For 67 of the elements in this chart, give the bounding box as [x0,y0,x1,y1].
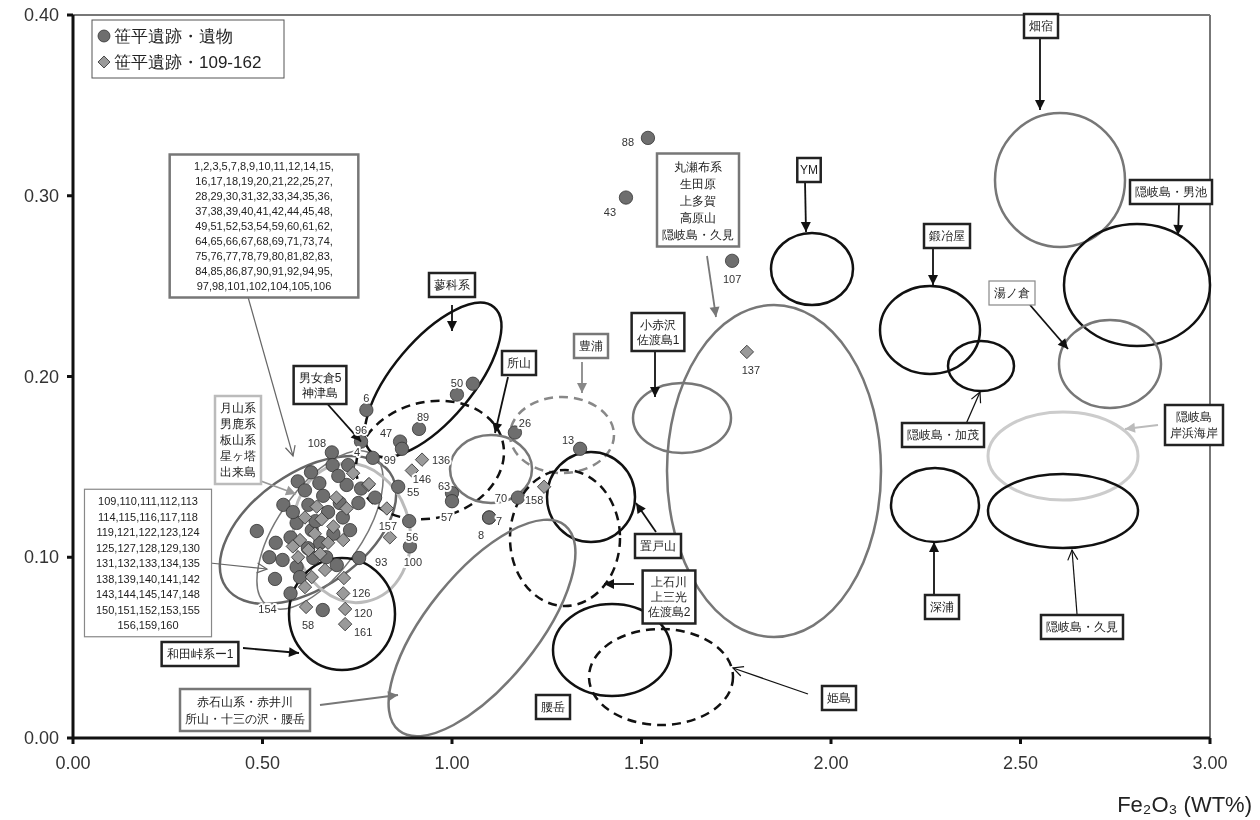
annotation: 161 [353,626,373,639]
annotation: 隠岐島・久見 [1046,620,1118,635]
annotation: 隠岐島岸浜海岸 [1170,410,1218,441]
x-tick-label: 2.00 [813,753,849,773]
y-tick-label: 0.30 [23,185,59,206]
annotation: 小赤沢佐渡島1 [636,317,680,347]
annotation: 57 [440,511,454,524]
annotation: 深浦 [930,600,954,615]
legend-label: 笹平遺跡・遺物 [114,27,233,46]
annotation: 107 [722,272,742,285]
x-tick-label: 3.00 [1192,753,1228,773]
annotation: 137 [741,363,761,376]
annotation: 136 [431,453,451,466]
annotation: 50 [450,376,464,389]
annotation: 88 [621,135,635,148]
annotation: 8 [478,529,485,542]
annotation: 隠岐島・加茂 [907,428,979,443]
annotation: 豊浦 [579,339,603,354]
annotation: 鍛冶屋 [929,229,965,244]
annotation: 月山系男鹿系板山系星ヶ塔出来島 [219,401,256,480]
annotation: 120 [353,606,373,619]
annotation: 55 [407,485,420,498]
annotation: 蓼科系 [434,278,470,293]
legend-label: 笹平遺跡・109-162 [114,53,262,72]
annotation: 100 [403,556,423,569]
y-tick-label: 0.40 [23,5,59,25]
annotation: 置戸山 [640,539,676,554]
annotation: 93 [375,555,388,568]
annotation: 丸瀬布系生田原上多賀高原山隠岐島・久見 [662,159,734,242]
annotation: YM [800,163,818,178]
annotation: 湯ノ倉 [994,286,1030,301]
text: 109,110,111,112,113 114,115,116,117,118 119,121,122,123,124 125,127,128,129,130 131,132,133,134,135 138,139,140,141,142 143,144,145,147,148 150,151,152,153,155 156,159,160 [96,495,200,632]
annotation: 26 [518,416,532,429]
annotation: 隠岐島・男池 [1135,185,1207,200]
annotation: 108 [307,437,327,450]
annotation: 126 [352,587,371,600]
x-tick-label: 1.50 [623,753,660,773]
x-tick-label: 0.00 [55,753,91,773]
annotation: 154 [258,603,277,616]
y-tick-label: 0.10 [23,547,59,568]
text: 1,2,3,5,7,8,9,10,11,12,14,15, 16,17,18,19,20,21,22,25,27, 28,29,30,31,32,33,34,35,36, 37,38,39,40,41,42,44,45,48, 49,51,52,53,54,59,60,61,62, 64,65,66,67,68,69,71,73,74, 75,76,77,78,79,80,81,82,83, 84,85,86,87,90,91,92,94,95, 97,98,101,102,104,105,106 [194,160,334,293]
annotation: 158 [524,493,544,506]
annotation: 赤石山系・赤井川所山・十三の沢・腰岳 [185,695,305,727]
annotation: 58 [301,618,315,631]
annotation: 所山 [507,356,531,371]
annotation: 70 [494,491,508,504]
annotation: 腰岳 [541,700,565,715]
annotation: 和田峠系ー1 [166,647,234,662]
x-tick-label: 0.50 [244,753,281,773]
annotation: 7 [496,515,503,528]
annotation: 上石川上三光佐渡島2 [647,575,691,620]
x-tick-label: 1.00 [434,753,470,773]
annotation: 畑宿 [1029,19,1053,34]
annotation: 89 [416,410,430,423]
annotation: 56 [406,531,419,544]
x-tick-label: 2.50 [1002,753,1039,773]
annotation: 146 [412,473,432,486]
annotation: 13 [561,433,575,446]
annotation: 6 [363,391,370,404]
annotation: 47 [379,426,393,439]
annotation: 男女倉5神津島 [298,370,342,400]
x-axis-title: Fe₂O₃ (WT%) [1117,792,1252,817]
y-tick-label: 0.20 [23,366,59,387]
y-tick-label: 0.00 [23,728,59,748]
annotation: 姫島 [827,691,851,706]
annotation: 43 [603,205,617,218]
annotation: 63 [437,480,451,493]
